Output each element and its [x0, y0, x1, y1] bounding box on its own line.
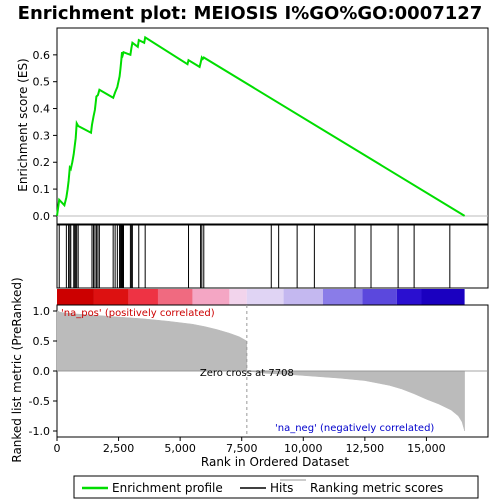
colorbar-segment	[362, 289, 397, 305]
x-tick-label: 0	[54, 442, 61, 455]
ranked-metric-panel: Zero cross at 7708 'na_pos' (positively c…	[29, 304, 489, 455]
x-tick-label: 12,500	[346, 442, 385, 455]
es-y-tick-label: 0.1	[33, 183, 51, 196]
metric-y-tick-label: -0.5	[29, 395, 50, 408]
hits-panel	[56, 224, 489, 289]
legend-label-hits: Hits	[270, 481, 293, 495]
hits-frame	[56, 224, 489, 289]
x-tick-label: 5,000	[164, 442, 196, 455]
legend-box	[73, 475, 479, 499]
positive-correlation-label: 'na_pos' (positively correlated)	[61, 308, 215, 319]
es-y-tick-label: 0.3	[33, 129, 51, 142]
metric-y-tick-label: 0.5	[33, 335, 51, 348]
colorbar-segment	[192, 289, 230, 305]
zero-cross-label: Zero cross at 7708	[200, 368, 294, 379]
es-axis-label: Enrichment score (ES)	[16, 58, 30, 191]
x-tick-label: 10,000	[284, 442, 323, 455]
metric-y-tick-label: 1.0	[33, 305, 51, 318]
colorbar-segment	[93, 289, 129, 305]
legend-label-metric: Ranking metric scores	[310, 481, 443, 495]
colorbar-segment	[396, 289, 422, 305]
legend-label-enrichment: Enrichment profile	[112, 481, 223, 495]
colorbar-segment	[322, 289, 363, 305]
x-tick-label: 7,500	[226, 442, 258, 455]
chart-title: Enrichment plot: MEIOSIS I%GO%GO:0007127	[18, 3, 483, 24]
enrichment-profile-line	[56, 35, 466, 217]
legend: Enrichment profile Hits Ranking metric s…	[73, 475, 479, 499]
es-y-tick-label: 0.0	[33, 210, 51, 223]
colorbar-segment	[246, 289, 284, 305]
x-tick-label: 15,000	[407, 442, 446, 455]
es-y-tick-label: 0.4	[33, 103, 51, 116]
colorbar-segment	[128, 289, 158, 305]
colorbar-segment	[421, 289, 465, 305]
negative-correlation-label: 'na_neg' (negatively correlated)	[275, 423, 434, 434]
es-y-tick-label: 0.6	[33, 49, 51, 62]
metric-y-tick-label: -1.0	[29, 425, 50, 438]
colorbar-segment	[229, 289, 247, 305]
colorbar-segment	[157, 289, 193, 305]
metric-y-tick-label: 0.0	[33, 365, 51, 378]
es-plot-frame	[56, 27, 489, 225]
es-y-tick-label: 0.2	[33, 156, 51, 169]
metric-axis-label: Ranked list metric (PreRanked)	[10, 277, 24, 462]
colorbar-segment	[57, 289, 94, 305]
x-axis-label: Rank in Ordered Dataset	[201, 455, 349, 469]
es-y-tick-label: 0.5	[33, 76, 51, 89]
colorbar-segment	[283, 289, 323, 305]
rank-colorbar	[57, 289, 465, 305]
es-panel: 0.0 0.1 0.2 0.3 0.4 0.5 0.6	[33, 27, 489, 225]
x-tick-label: 2,500	[103, 442, 135, 455]
